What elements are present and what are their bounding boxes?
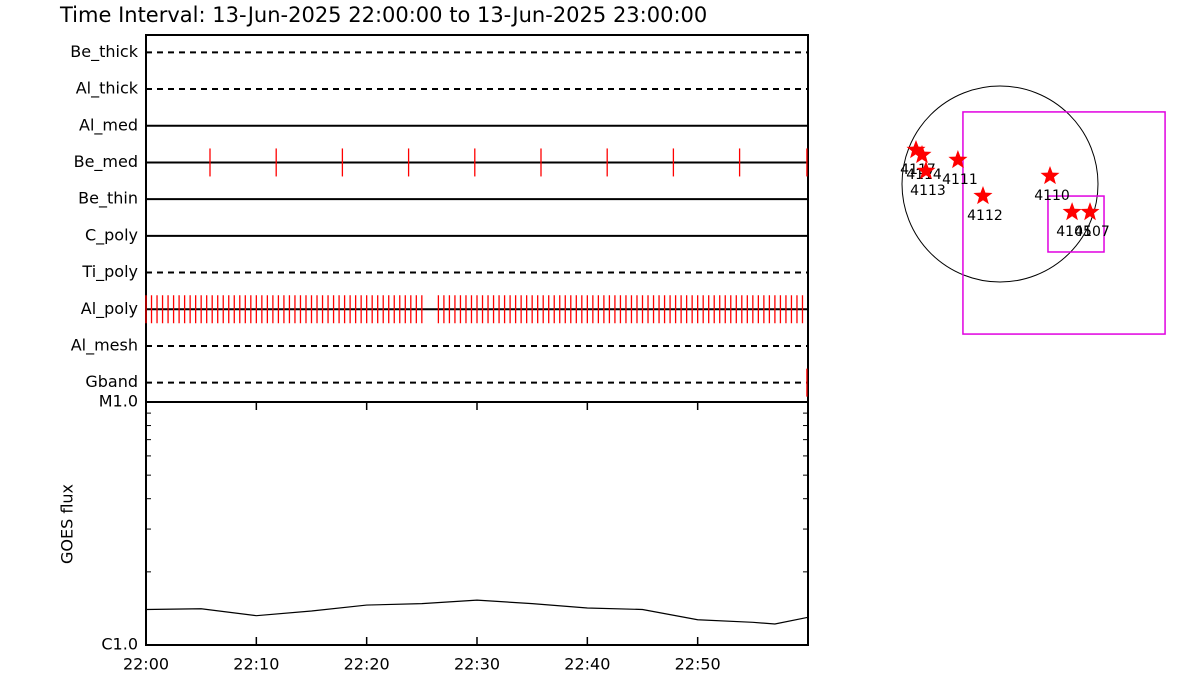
x-tick-label: 22:00 — [123, 655, 169, 674]
chart-title: Time Interval: 13-Jun-2025 22:00:00 to 1… — [59, 3, 707, 27]
x-tick-label: 22:30 — [454, 655, 500, 674]
region-label: 4113 — [910, 183, 946, 199]
region-star — [906, 140, 926, 159]
fov-box — [1047, 195, 1105, 253]
row-label: Be_thick — [70, 42, 138, 62]
region-star — [1040, 166, 1060, 185]
region-star — [948, 150, 968, 169]
solar-disk — [901, 85, 1099, 283]
row-label: Gband — [85, 372, 138, 391]
row-label: Al_poly — [81, 299, 138, 319]
region-label: 4105 — [1056, 224, 1092, 240]
row-label: Ti_poly — [81, 262, 138, 282]
region-label: 4110 — [1034, 188, 1070, 204]
region-star — [912, 145, 932, 164]
y-axis-title: GOES flux — [58, 484, 77, 564]
y-tick-label: C1.0 — [101, 635, 138, 654]
row-label: Be_thin — [78, 189, 138, 209]
row-label: Al_med — [79, 115, 138, 135]
row-label: Be_med — [74, 152, 138, 172]
region-star — [1080, 202, 1100, 221]
row-label: Al_mesh — [71, 335, 138, 355]
x-tick-label: 22:50 — [675, 655, 721, 674]
x-tick-label: 22:20 — [344, 655, 390, 674]
fov-box — [962, 111, 1166, 335]
row-label: C_poly — [85, 225, 138, 245]
region-star — [1062, 202, 1082, 221]
region-label: 4111 — [942, 172, 978, 188]
row-label: Al_thick — [76, 79, 139, 99]
x-tick-label: 22:40 — [564, 655, 610, 674]
x-tick-label: 22:10 — [233, 655, 279, 674]
region-star — [916, 161, 936, 180]
y-tick-label: M1.0 — [99, 392, 138, 411]
goes-frame — [145, 401, 809, 646]
region-label: 4112 — [967, 208, 1003, 224]
region-label: 4107 — [1074, 224, 1110, 240]
goes-curve — [145, 599, 809, 625]
region-star — [973, 186, 993, 205]
